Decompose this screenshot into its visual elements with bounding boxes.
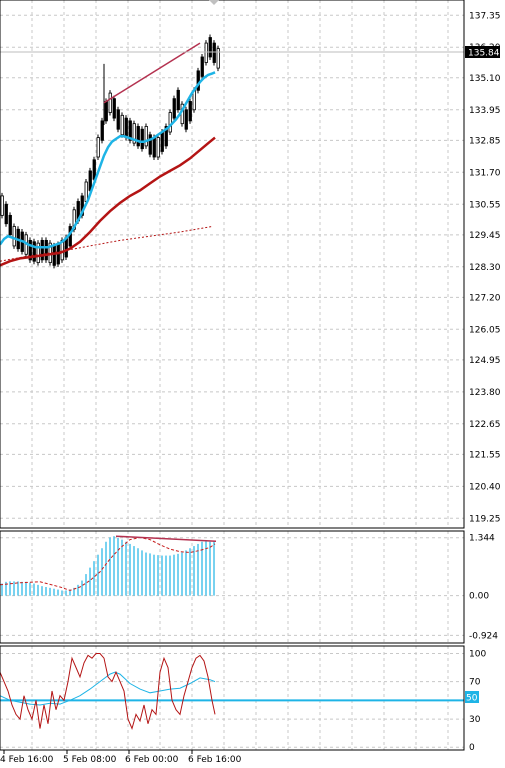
x-axis: 4 Feb 16:00 5 Feb 08:00 6 Feb 00:00 6 Feb 1… — [0, 750, 242, 765]
candle-body — [0, 195, 4, 216]
oscillator-panel[interactable] — [0, 530, 465, 644]
rsi-1-line — [0, 653, 216, 730]
candle-body — [200, 56, 204, 77]
x-tick-label: 5 Feb 08:00 — [63, 755, 117, 765]
candle-body — [124, 117, 128, 138]
candle-body — [36, 242, 40, 264]
candle-body — [212, 42, 216, 63]
candle-body — [112, 98, 116, 119]
candle-body — [156, 137, 160, 158]
candle-body — [204, 42, 208, 63]
current-price-label: 135.84 — [465, 46, 500, 59]
candle-body — [88, 170, 92, 191]
price-tick-label: 121.55 — [469, 450, 501, 460]
price-tick-label: 135.10 — [469, 74, 501, 84]
price-tick-label: 124.95 — [469, 356, 501, 366]
price-tick-label: 129.45 — [469, 231, 501, 241]
candle-body — [116, 109, 120, 130]
oscillator-panel-frame — [0, 530, 465, 644]
price-tick-label: 130.55 — [469, 200, 501, 210]
price-tick-label: 120.40 — [469, 482, 501, 492]
price-tick-label: 131.70 — [469, 168, 501, 178]
candle-body — [132, 123, 136, 144]
candle-body — [128, 120, 132, 141]
candle-body — [136, 126, 140, 147]
oscillator-tick-label: -0.924 — [469, 631, 498, 641]
rsi-tick-label: 100 — [469, 649, 486, 659]
price-tick-label: 128.30 — [469, 263, 501, 273]
candle-body — [176, 89, 180, 111]
candle-body — [168, 112, 172, 133]
candle-body — [28, 239, 32, 261]
price-tick-label: 119.25 — [469, 514, 501, 524]
trend-line-line — [103, 42, 201, 104]
candle-body — [32, 241, 36, 262]
rsi-tick-label: 0 — [469, 743, 475, 753]
slow-ma-line — [0, 136, 216, 267]
price-tick-label: 137.35 — [469, 11, 501, 21]
candle-body — [108, 92, 112, 113]
price-tick-label: 123.80 — [469, 388, 501, 398]
candle-body — [8, 214, 12, 236]
candle-body — [44, 239, 48, 261]
candle-body — [84, 181, 88, 202]
divergence-line-line — [115, 535, 217, 543]
candle-body — [208, 37, 212, 58]
x-tick-label: 6 Feb 00:00 — [125, 755, 179, 765]
candle-body — [184, 109, 188, 130]
x-tick-label: 6 Feb 16:00 — [188, 755, 242, 765]
candle-body — [120, 114, 124, 136]
candle-body — [216, 48, 220, 69]
fast-ma-line — [0, 71, 216, 249]
rsi-2-line — [0, 671, 216, 706]
rsi-level-text: 50 — [466, 694, 478, 704]
candle-body — [12, 226, 16, 247]
candle-body — [160, 131, 164, 152]
candle-body — [96, 137, 100, 158]
current-price-text: 135.84 — [468, 49, 500, 59]
candle-body — [4, 203, 8, 225]
candle-body — [164, 126, 168, 147]
candle-body — [52, 245, 56, 266]
price-tick-label: 133.95 — [469, 106, 501, 116]
shift-marker-icon — [209, 0, 219, 5]
price-tick-label: 122.65 — [469, 420, 501, 430]
candle-body — [152, 137, 156, 158]
rsi-tick-label: 70 — [469, 678, 481, 688]
rsi-panel-frame — [0, 645, 465, 751]
price-tick-label: 132.85 — [469, 136, 501, 146]
candle-body — [196, 70, 200, 91]
candle-body — [140, 128, 144, 150]
candle-body — [92, 159, 96, 180]
candle-body — [80, 195, 84, 216]
candle-body — [104, 101, 108, 122]
price-tick-label: 127.20 — [469, 293, 501, 303]
rsi-level-label: 50 — [465, 691, 479, 704]
candle-body — [172, 98, 176, 119]
price-panel[interactable] — [0, 0, 465, 529]
candle-body — [100, 120, 104, 141]
rsi-tick-label: 30 — [469, 715, 481, 725]
candle-body — [144, 126, 148, 147]
long-ma-line — [0, 226, 213, 262]
x-tick-label: 4 Feb 16:00 — [0, 755, 54, 765]
y-axis: 137.35136.20135.10133.95132.85131.70130.… — [469, 11, 501, 753]
oscillator-tick-label: 0.00 — [469, 592, 489, 602]
price-panel-frame — [0, 0, 465, 529]
price-tick-label: 126.05 — [469, 325, 501, 335]
candle-body — [188, 101, 192, 122]
candle-body — [40, 239, 44, 261]
rsi-panel[interactable] — [0, 645, 465, 751]
oscillator-tick-label: 1.344 — [469, 534, 495, 544]
signal-line — [0, 536, 216, 591]
candle-body — [148, 134, 152, 155]
